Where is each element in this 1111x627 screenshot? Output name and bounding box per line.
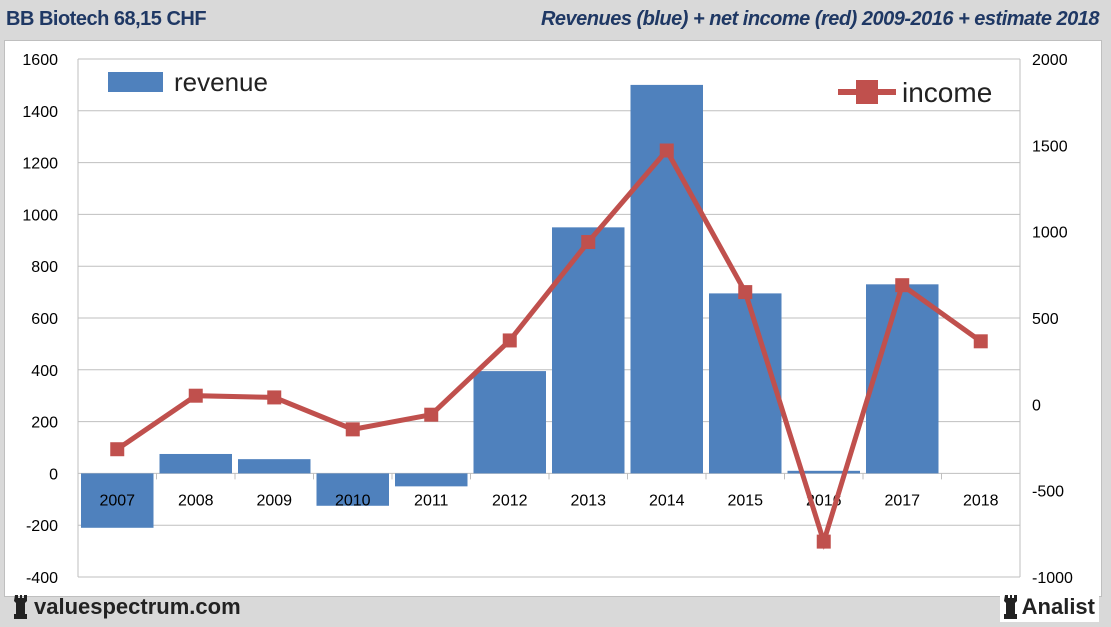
rook-icon <box>1003 595 1017 619</box>
left-tick-label: 600 <box>31 311 58 328</box>
x-tick-label: 2018 <box>963 492 999 509</box>
income-marker <box>188 388 203 403</box>
brand-footer: valuespectrum.com <box>14 594 241 620</box>
revenue-bar <box>238 459 311 474</box>
left-tick-label: -200 <box>26 518 58 535</box>
income-marker <box>738 285 753 300</box>
partner-label: Analist <box>1021 594 1095 619</box>
income-marker <box>424 407 439 422</box>
rook-icon <box>14 595 27 619</box>
x-tick-label: 2013 <box>570 492 606 509</box>
income-marker <box>659 143 674 158</box>
right-tick-label: 500 <box>1032 311 1059 328</box>
left-tick-label: 1000 <box>22 207 58 224</box>
income-marker <box>581 235 596 250</box>
revenue-bar <box>395 473 468 487</box>
x-tick-label: 2012 <box>492 492 528 509</box>
left-tick-label: 200 <box>31 415 58 432</box>
right-tick-label: 1000 <box>1032 225 1068 242</box>
chart-title: BB Biotech 68,15 CHF <box>6 8 207 30</box>
income-marker <box>110 442 125 457</box>
income-marker <box>345 422 360 437</box>
x-tick-label: 2010 <box>335 492 371 509</box>
brand-label: valuespectrum.com <box>34 594 241 619</box>
left-tick-label: 1200 <box>22 156 58 173</box>
revenue-bar <box>159 453 232 474</box>
legend-income-marker <box>856 80 878 104</box>
right-tick-label: 0 <box>1032 397 1041 414</box>
left-tick-label: 800 <box>31 259 58 276</box>
legend-income-label: income <box>902 77 992 108</box>
income-marker <box>895 278 910 293</box>
revenue-bar <box>552 227 625 474</box>
left-tick-label: 1400 <box>22 104 58 121</box>
revenue-bar <box>316 473 389 506</box>
chart-subtitle: Revenues (blue) + net income (red) 2009-… <box>540 8 1100 30</box>
right-tick-label: -1000 <box>1032 570 1073 587</box>
income-marker <box>502 333 517 348</box>
revenue-bar <box>866 284 939 474</box>
right-tick-label: -500 <box>1032 484 1064 501</box>
partner-footer: Analist <box>999 592 1099 622</box>
left-tick-label: 1600 <box>22 52 58 69</box>
revenue-bar <box>630 84 703 474</box>
x-tick-label: 2011 <box>414 492 449 509</box>
left-tick-label: 0 <box>49 466 58 483</box>
revenue-bar <box>473 371 546 474</box>
x-tick-label: 2007 <box>99 492 135 509</box>
legend-revenue-swatch <box>108 72 163 92</box>
x-tick-label: 2009 <box>256 492 292 509</box>
right-tick-label: 2000 <box>1032 52 1068 69</box>
x-tick-label: 2015 <box>727 492 763 509</box>
revenue-bar <box>81 473 154 528</box>
income-line <box>115 146 983 551</box>
revenue-bar <box>787 470 860 474</box>
x-tick-label: 2008 <box>178 492 214 509</box>
x-tick-label: 2017 <box>884 492 920 509</box>
revenue-bar <box>709 293 782 474</box>
left-tick-label: -400 <box>26 570 58 587</box>
x-tick-label: 2014 <box>649 492 685 509</box>
right-tick-label: 1500 <box>1032 138 1068 155</box>
income-marker <box>973 334 988 349</box>
income-marker <box>267 390 282 405</box>
income-marker <box>816 534 831 549</box>
legend-revenue-label: revenue <box>174 67 268 97</box>
left-tick-label: 400 <box>31 363 58 380</box>
